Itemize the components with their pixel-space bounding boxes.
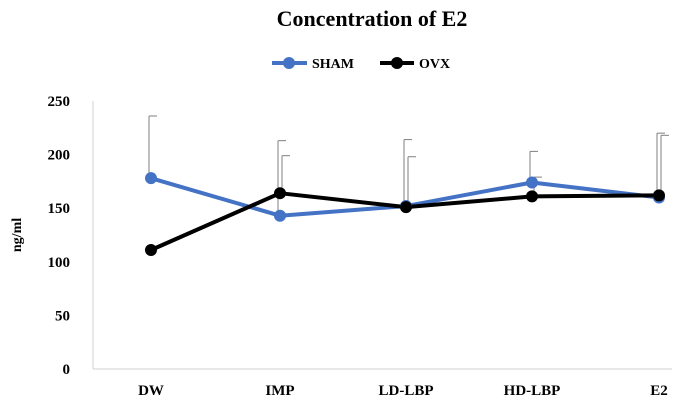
data-point-sham — [526, 176, 538, 189]
y-tick-label: 50 — [55, 308, 70, 324]
x-tick-label: HD-LBP — [504, 383, 561, 399]
x-tick-label: IMP — [265, 383, 294, 399]
x-tick-label: LD-LBP — [378, 383, 433, 399]
data-point-ovx — [526, 190, 538, 203]
series-points — [145, 172, 665, 257]
series-lines — [150, 176, 660, 252]
legend-label-ovx: OVX — [419, 57, 450, 72]
y-axis-label: ng/ml — [10, 218, 25, 252]
y-tick-label: 100 — [48, 255, 71, 271]
legend: SHAM OVX — [272, 57, 450, 72]
data-point-ovx — [274, 187, 286, 200]
x-tick-label: E2 — [650, 383, 668, 399]
data-point-ovx — [145, 244, 157, 257]
y-tick-label: 0 — [63, 362, 71, 378]
data-point-ovx — [653, 189, 665, 202]
legend-marker-ovx — [391, 57, 403, 69]
data-point-ovx — [400, 201, 412, 214]
x-ticks: DW IMP LD-LBP HD-LBP E2 — [138, 383, 668, 399]
y-tick-label: 250 — [48, 94, 71, 110]
x-tick-label: DW — [138, 383, 164, 399]
y-tick-label: 150 — [48, 201, 71, 217]
legend-label-sham: SHAM — [312, 57, 354, 72]
data-point-sham — [274, 209, 286, 222]
y-tick-label: 200 — [48, 148, 71, 164]
chart-title: Concentration of E2 — [277, 6, 468, 31]
data-point-sham — [145, 172, 157, 185]
legend-marker-sham — [283, 57, 295, 69]
y-ticks: 0 50 100 150 200 250 — [48, 94, 71, 378]
